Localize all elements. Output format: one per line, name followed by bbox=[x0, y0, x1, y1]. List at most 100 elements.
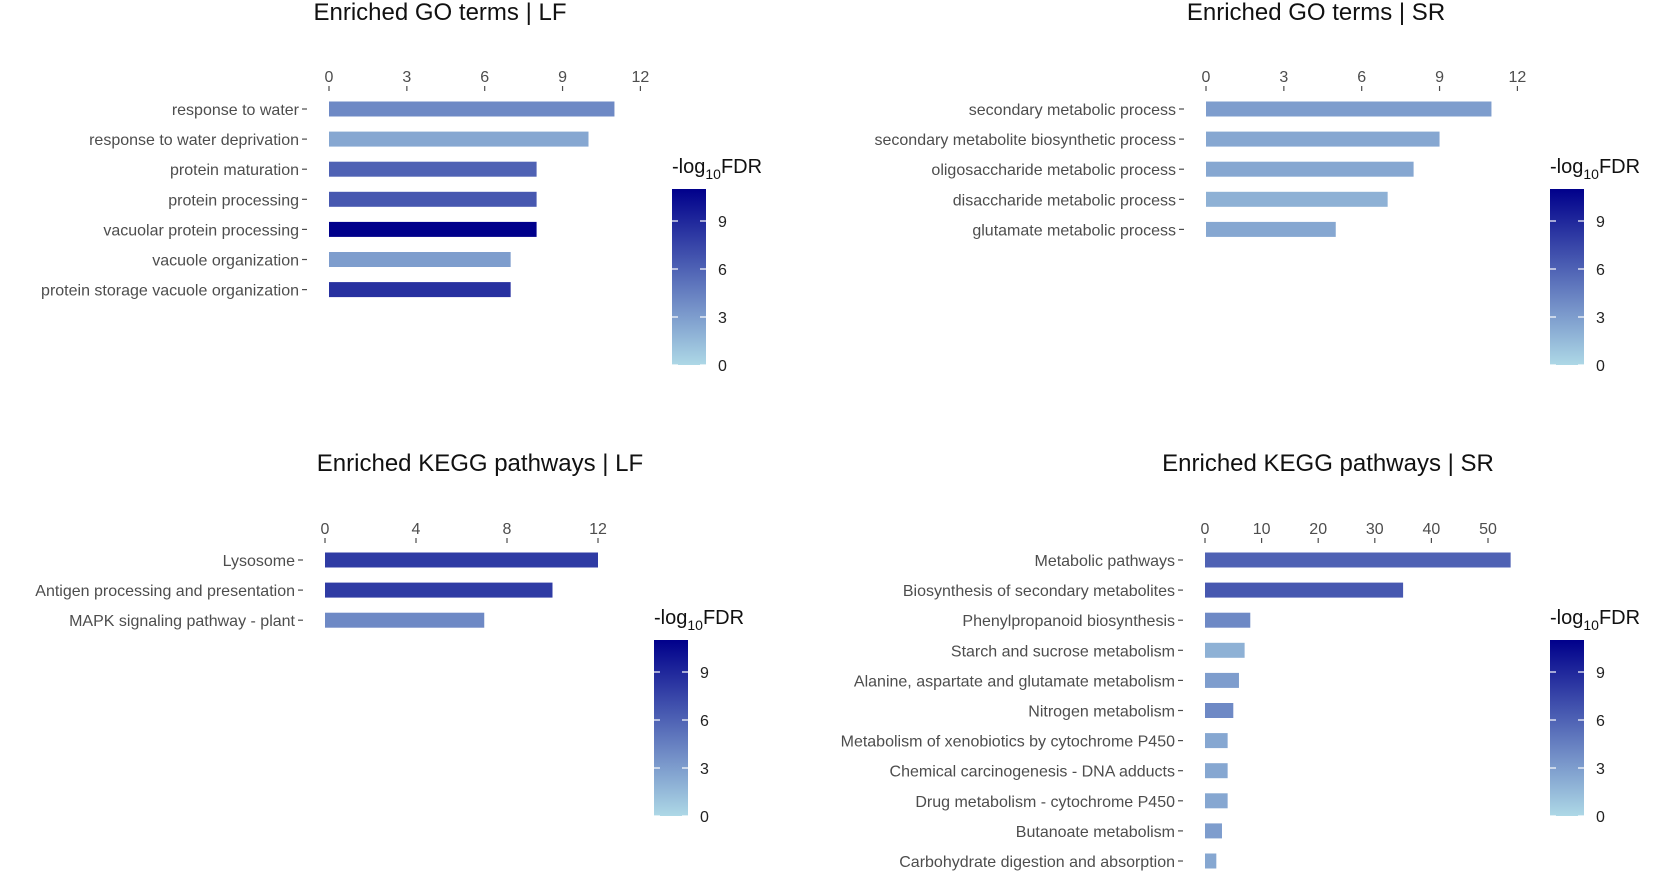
bar bbox=[1206, 221, 1336, 237]
bar bbox=[1205, 703, 1234, 718]
category-label: Alanine, aspartate and glutamate metabol… bbox=[854, 673, 1175, 690]
color-legend: -log10FDR 0 3 6 9 bbox=[654, 607, 744, 826]
legend-colorbar bbox=[654, 640, 688, 816]
chart-panel-4: Enriched KEGG pathways | SR0 10 20 30 40 50Me… bbox=[841, 450, 1640, 871]
x-tick-label: 50 bbox=[1479, 521, 1497, 538]
x-tick-label: 4 bbox=[412, 521, 421, 538]
x-tick-label: 0 bbox=[1202, 69, 1211, 86]
bar bbox=[325, 582, 553, 598]
chart-title: Enriched KEGG pathways | SR bbox=[1162, 450, 1494, 477]
category-label: Chemical carcinogenesis - DNA adducts bbox=[890, 764, 1175, 781]
x-tick-label: 8 bbox=[503, 521, 512, 538]
legend-tick-label: 9 bbox=[700, 665, 709, 682]
legend-tick-label: 6 bbox=[718, 262, 727, 279]
category-label: Phenylpropanoid biosynthesis bbox=[962, 613, 1175, 630]
bar bbox=[1206, 101, 1492, 117]
legend-tick-label: 0 bbox=[718, 358, 727, 375]
legend-tick-label: 0 bbox=[700, 809, 709, 826]
legend-title: -log10FDR bbox=[1550, 607, 1640, 633]
bar bbox=[1206, 161, 1414, 177]
x-tick-label: 12 bbox=[1509, 69, 1527, 86]
bar bbox=[329, 161, 537, 177]
bar bbox=[1205, 672, 1239, 688]
category-label: glutamate metabolic process bbox=[972, 222, 1176, 239]
category-label: protein storage vacuole organization bbox=[41, 283, 299, 300]
bar bbox=[1205, 763, 1228, 779]
category-label: Starch and sucrose metabolism bbox=[951, 643, 1175, 660]
bar bbox=[1205, 793, 1228, 809]
category-label: Biosynthesis of secondary metabolites bbox=[903, 583, 1175, 600]
x-tick-label: 10 bbox=[1253, 521, 1271, 538]
x-tick-label: 40 bbox=[1423, 521, 1441, 538]
legend-tick-label: 6 bbox=[1596, 713, 1605, 730]
legend-title: -log10FDR bbox=[654, 607, 744, 633]
category-label: oligosaccharide metabolic process bbox=[931, 162, 1176, 179]
x-tick-label: 3 bbox=[1279, 69, 1288, 86]
category-label: Butanoate metabolism bbox=[1016, 824, 1175, 841]
chart-title: Enriched GO terms | LF bbox=[314, 0, 567, 26]
x-tick-label: 12 bbox=[632, 69, 650, 86]
bar bbox=[329, 252, 511, 267]
x-tick-label: 12 bbox=[589, 521, 607, 538]
bar bbox=[329, 101, 615, 117]
bar bbox=[329, 282, 511, 298]
legend-tick-label: 9 bbox=[1596, 214, 1605, 231]
bar bbox=[329, 221, 537, 237]
legend-tick-label: 3 bbox=[1596, 761, 1605, 778]
chart-title: Enriched GO terms | SR bbox=[1187, 0, 1445, 26]
category-label: Carbohydrate digestion and absorption bbox=[899, 854, 1175, 871]
category-label: secondary metabolite biosynthetic proces… bbox=[875, 132, 1177, 149]
bar bbox=[325, 552, 598, 568]
legend-tick-label: 0 bbox=[1596, 809, 1605, 826]
bar bbox=[1205, 642, 1245, 658]
category-label: vacuolar protein processing bbox=[103, 222, 299, 239]
category-label: Metabolism of xenobiotics by cytochrome … bbox=[841, 734, 1175, 751]
legend-tick-label: 3 bbox=[718, 310, 727, 327]
chart-panel-1: Enriched GO terms | LF 0 3 6 9 12 response to … bbox=[41, 0, 762, 375]
category-label: protein maturation bbox=[170, 162, 299, 179]
bar bbox=[1206, 191, 1388, 207]
bar bbox=[1205, 733, 1228, 749]
legend-tick-label: 9 bbox=[1596, 665, 1605, 682]
legend-title: -log10FDR bbox=[672, 156, 762, 182]
bar bbox=[329, 131, 589, 147]
bar bbox=[325, 612, 485, 628]
legend-colorbar bbox=[1550, 640, 1584, 816]
category-label: secondary metabolic process bbox=[969, 102, 1176, 119]
category-label: vacuole organization bbox=[152, 253, 299, 270]
chart-title: Enriched KEGG pathways | LF bbox=[317, 450, 643, 477]
category-label: Lysosome bbox=[223, 553, 295, 570]
category-label: disaccharide metabolic process bbox=[953, 192, 1176, 209]
legend-colorbar bbox=[672, 189, 706, 365]
bar bbox=[329, 191, 537, 207]
bar bbox=[1205, 612, 1251, 628]
bar bbox=[1205, 823, 1222, 839]
legend-tick-label: 3 bbox=[700, 761, 709, 778]
category-label: MAPK signaling pathway - plant bbox=[69, 613, 295, 630]
x-tick-label: 6 bbox=[480, 69, 489, 86]
color-legend: -log10FDR 0 3 6 9 bbox=[1550, 607, 1640, 826]
category-label: Antigen processing and presentation bbox=[35, 583, 295, 600]
legend-colorbar bbox=[1550, 189, 1584, 365]
x-tick-label: 0 bbox=[1201, 521, 1210, 538]
legend-tick-label: 6 bbox=[1596, 262, 1605, 279]
legend-title: -log10FDR bbox=[1550, 156, 1640, 182]
category-label: response to water deprivation bbox=[89, 132, 299, 149]
chart-panel-3: Enriched KEGG pathways | LF 0 4 8 12 Lysosome… bbox=[35, 450, 744, 826]
category-label: response to water bbox=[172, 102, 300, 119]
x-tick-label: 6 bbox=[1357, 69, 1366, 86]
legend-tick-label: 9 bbox=[718, 214, 727, 231]
x-tick-label: 0 bbox=[321, 521, 330, 538]
x-tick-label: 0 bbox=[325, 69, 334, 86]
bar bbox=[1206, 131, 1440, 147]
x-tick-label: 30 bbox=[1366, 521, 1384, 538]
x-tick-label: 9 bbox=[1435, 69, 1444, 86]
legend-tick-label: 3 bbox=[1596, 310, 1605, 327]
chart-panel-2: Enriched GO terms | SR 0 3 6 9 12 secondary me… bbox=[875, 0, 1641, 375]
x-tick-label: 3 bbox=[402, 69, 411, 86]
bar bbox=[1205, 552, 1511, 568]
category-label: protein processing bbox=[168, 192, 299, 209]
x-tick-label: 9 bbox=[558, 69, 567, 86]
legend-tick-label: 6 bbox=[700, 713, 709, 730]
